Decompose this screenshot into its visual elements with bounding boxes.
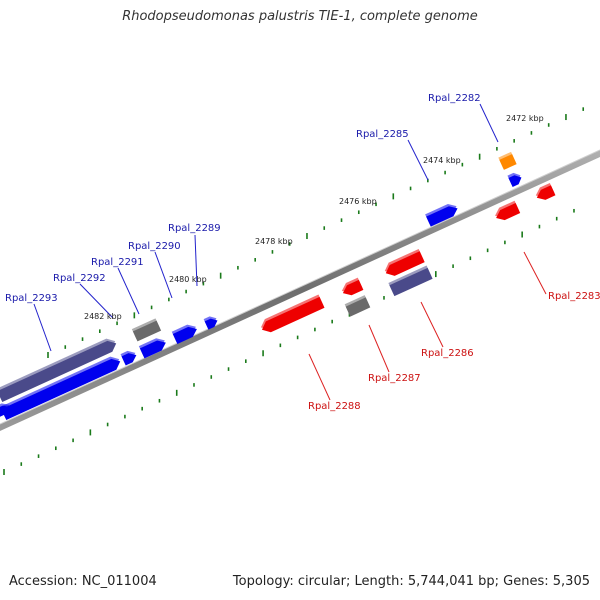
cds-rpal-2286b-body [385,251,425,276]
cds-rpal-2287-body [345,297,371,317]
cds-rpal-2290 [131,318,162,342]
leader-rpal-2286 [420,301,444,348]
scale-label: 2472 kbp [506,114,544,123]
gene-label[interactable]: Rpal_2290 [128,241,181,252]
cds-rpal-2293-b-body [1,358,121,421]
cds-rpal-2282 [498,151,517,170]
gene-label[interactable]: Rpal_2288 [308,401,361,412]
gene-label[interactable]: Rpal_2283 [548,291,600,302]
cds-rpal-2286-body [389,267,433,297]
leader-rpal-2291 [117,267,140,315]
gene-label[interactable]: Rpal_2287 [368,373,421,384]
label-leader-lines [33,103,547,401]
scale-label: 2480 kbp [169,275,207,284]
cds-rpal-2290-body [132,320,162,342]
gene-label[interactable]: Rpal_2286 [421,348,474,359]
gene-label[interactable]: Rpal_2285 [356,129,409,140]
cds-rpal-2289b [203,316,218,330]
cds-rpal-2285-body [426,206,458,227]
cds-rpal-2291 [138,338,166,359]
cds-rpal-2292-body [121,353,137,366]
gene-label[interactable]: Rpal_2289 [168,223,221,234]
cds-rpal-2283-body [496,203,521,221]
accession-text: Accession: NC_011004 [9,574,157,589]
leader-rpal-2290 [154,251,173,299]
leader-rpal-2285 [407,139,429,181]
cds-rpal-2285 [425,203,458,227]
gene-label[interactable]: Rpal_2292 [53,273,106,284]
leader-rpal-2288 [308,353,331,401]
cds-rpal-2293-c [0,403,11,418]
leader-rpal-2292 [79,283,114,319]
cds-rpal-2293-b [0,356,121,421]
cds-rpal-2284 [507,172,522,188]
cds-rpal-2288b-body [342,279,364,296]
gene-label[interactable]: Rpal_2282 [428,93,481,104]
forward-gene-labels: Rpal_2282 Rpal_2285 Rpal_2289 Rpal_2290 … [5,93,481,304]
cds-rpal-2291-body [139,340,166,359]
scale-tick-rows [3,107,585,475]
cds-rpal-2288-body [261,296,325,333]
cds-rpal-2282-body [499,154,517,170]
cds-rpal-2284-body [508,175,522,188]
cds-rpal-2283b-body [536,185,556,200]
cds-rpal-2283 [495,200,521,221]
genome-stats-text: Topology: circular; Length: 5,744,041 bp… [232,574,590,589]
leader-rpal-2287 [368,324,390,373]
genome-backbone [0,149,600,431]
cds-rpal-2293-a [0,338,117,403]
cds-rpal-2286b [384,248,425,276]
cds-rpal-2292 [120,350,137,366]
scale-labels: 2472 kbp 2474 kbp 2476 kbp 2478 kbp 2480… [84,114,544,321]
cds-rpal-2288 [260,294,325,333]
gene-label[interactable]: Rpal_2291 [91,257,144,268]
scale-label: 2482 kbp [84,312,122,321]
map-title: Rhodopseudomonas palustris TIE-1, comple… [122,9,478,24]
cds-rpal-2293-a-body [0,340,117,403]
scale-label: 2474 kbp [423,156,461,165]
scale-label: 2478 kbp [255,237,293,246]
cds-rpal-2293-c-body [0,405,11,418]
cds-rpal-2288b [341,277,364,296]
leader-rpal-2293 [33,303,52,352]
leader-rpal-2289 [194,234,198,287]
cds-rpal-2289 [171,324,197,344]
reverse-gene-labels: Rpal_2283 Rpal_2286 Rpal_2287 Rpal_2288 [308,291,600,412]
cds-rpal-2287 [344,295,371,317]
cds-rpal-2286 [388,265,433,297]
leader-rpal-2283 [523,251,547,295]
cds-rpal-2283b [535,182,556,200]
leader-rpal-2282 [479,103,499,143]
scale-label: 2476 kbp [339,197,377,206]
cds-features [0,151,556,421]
cds-rpal-2289-body [172,326,197,344]
gene-label[interactable]: Rpal_2293 [5,293,58,304]
cds-rpal-2289b-body [204,318,218,330]
